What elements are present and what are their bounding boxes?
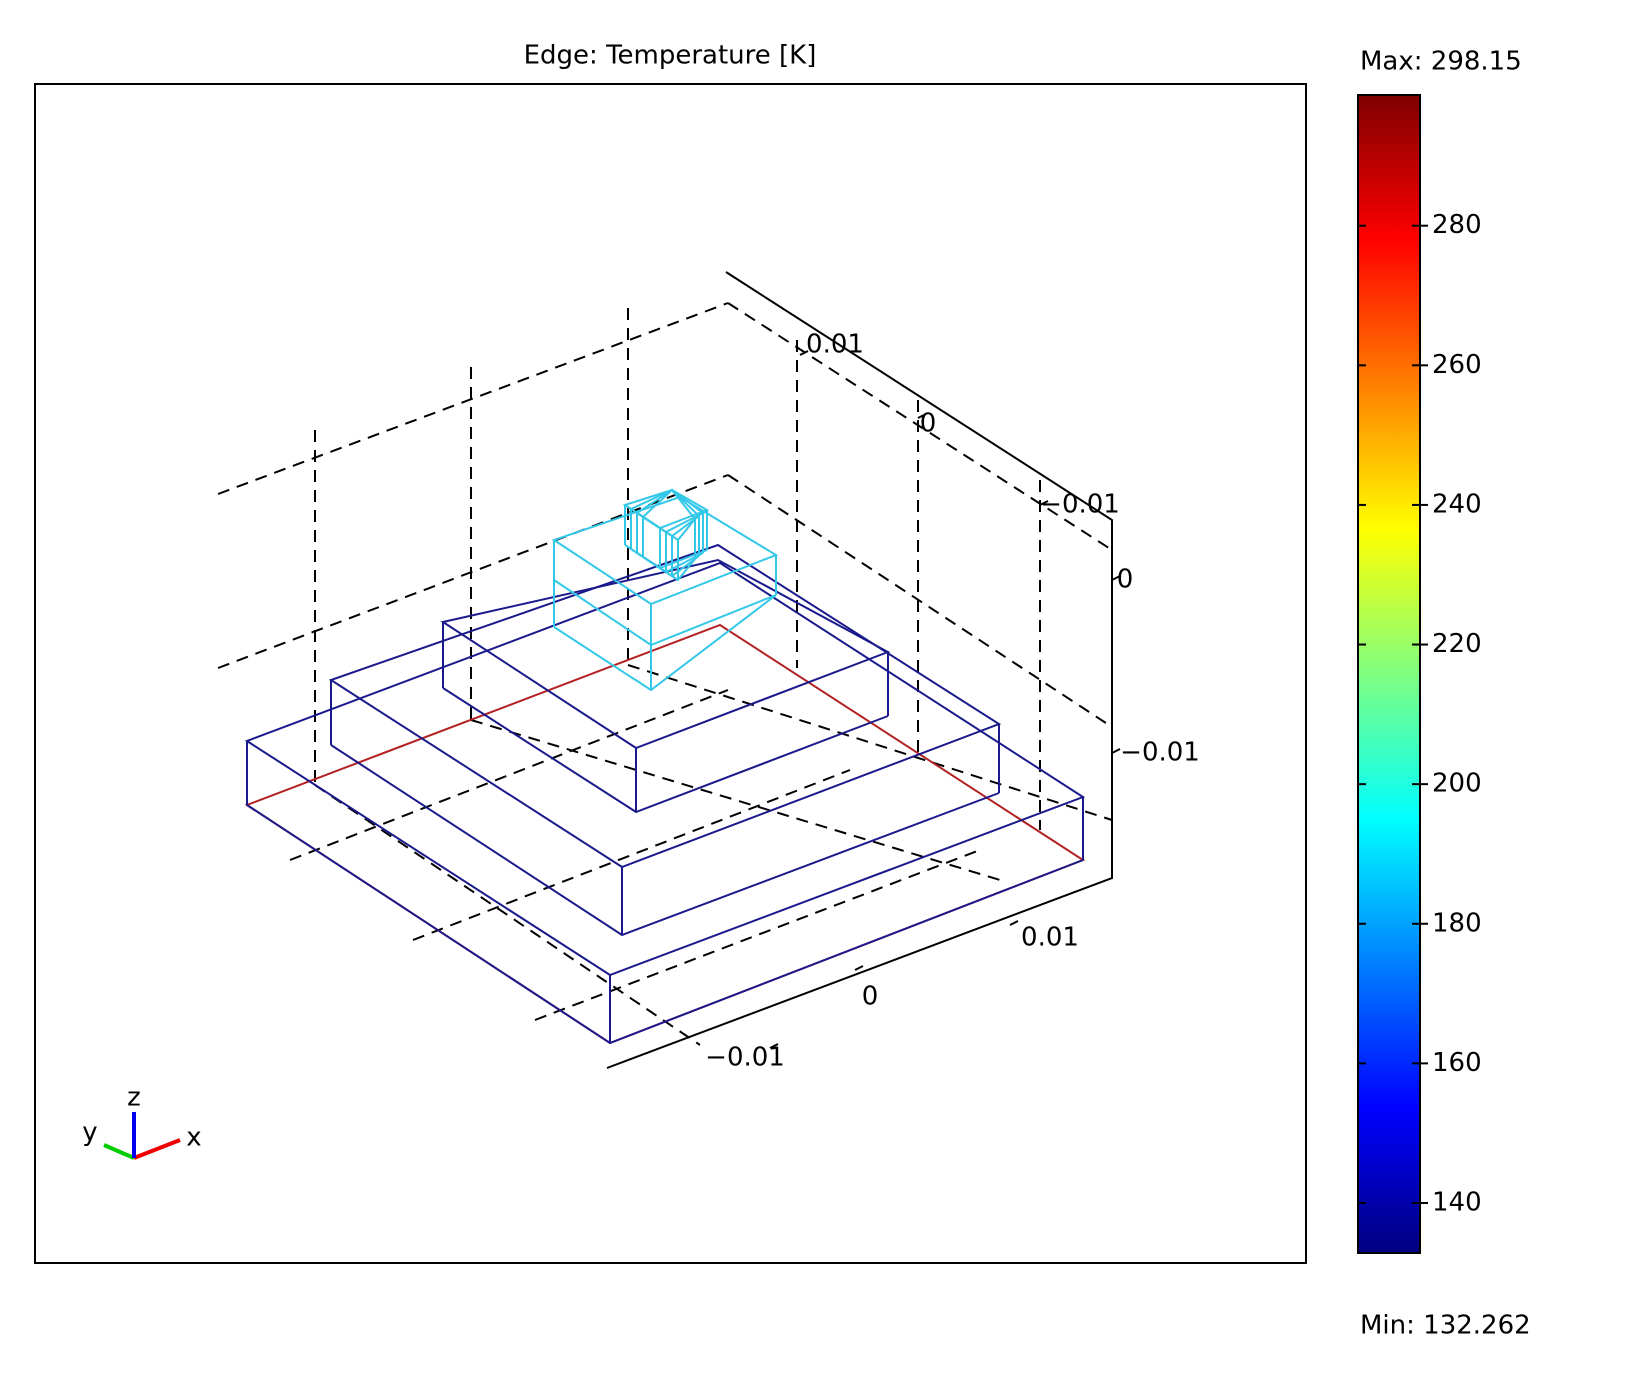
colorbar-tick-label: 160 (1432, 1048, 1482, 1078)
y-tick-label: −0.01 (1040, 490, 1120, 520)
colorbar-tick-label: 200 (1432, 769, 1482, 799)
triad-label: x (186, 1123, 201, 1153)
figure: Edge: Temperature [K] Max: 298.15 Min: 1… (0, 0, 1649, 1384)
y-tick-label: 0.01 (806, 330, 864, 360)
triad-label: y (82, 1118, 97, 1148)
plot-frame (35, 84, 1306, 1263)
triad-label: z (127, 1083, 141, 1113)
colorbar-tick-label: 240 (1432, 489, 1482, 519)
y-tick-label: 0 (920, 409, 937, 439)
colorbar (1358, 95, 1420, 1253)
chart-title: Edge: Temperature [K] (524, 41, 817, 71)
z-tick-label: 0 (1117, 565, 1134, 595)
colorbar-tick-label: 220 (1432, 629, 1482, 659)
z-tick-label: −0.01 (1120, 738, 1200, 768)
x-tick-label: −0.01 (705, 1043, 785, 1073)
x-tick-label: 0.01 (1021, 923, 1079, 953)
colorbar-tick-label: 140 (1432, 1187, 1482, 1217)
colorbar-tick-label: 260 (1432, 350, 1482, 380)
colorbar-max: Max: 298.15 (1360, 47, 1522, 77)
colorbar-tick-label: 180 (1432, 908, 1482, 938)
colorbar-tick-label: 280 (1432, 210, 1482, 240)
x-tick-label: 0 (862, 982, 879, 1012)
colorbar-min: Min: 132.262 (1360, 1311, 1531, 1341)
